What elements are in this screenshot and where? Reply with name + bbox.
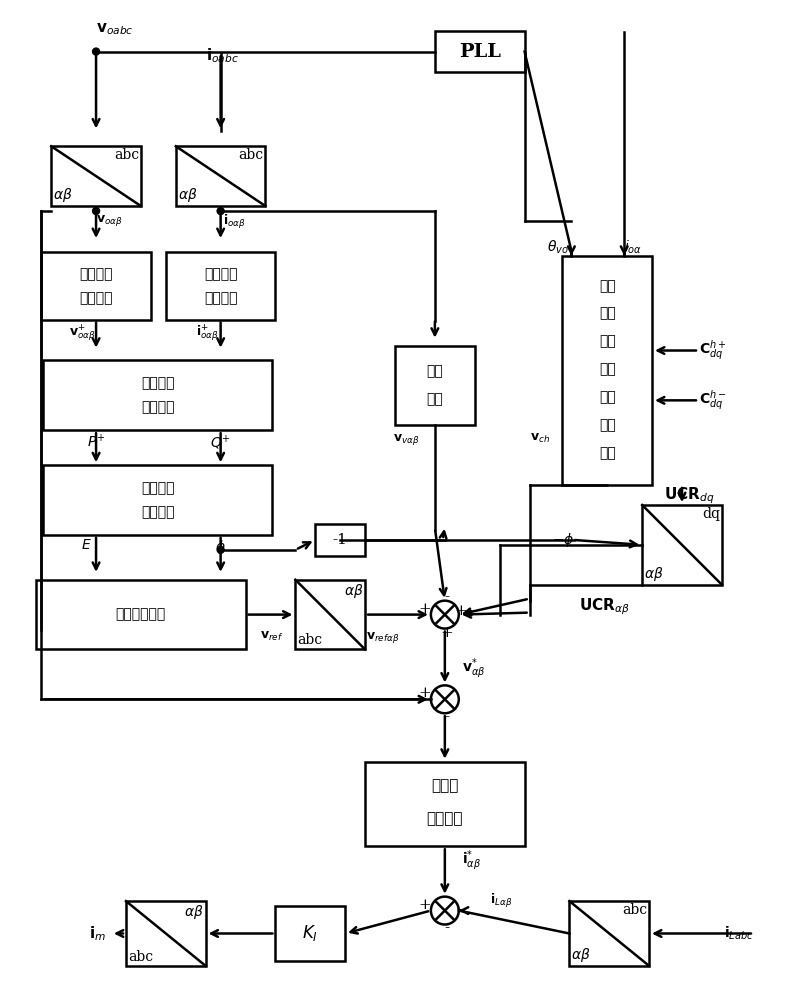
Text: -1: -1 [332, 533, 348, 547]
Circle shape [431, 685, 459, 713]
Text: $\mathbf{i}^{*}_{\alpha\beta}$: $\mathbf{i}^{*}_{\alpha\beta}$ [462, 849, 481, 873]
Text: $\mathbf{UCR}_{dq}$: $\mathbf{UCR}_{dq}$ [664, 485, 714, 506]
Text: 补偿: 补偿 [599, 390, 616, 404]
Text: $\mathbf{v}_{ref}$: $\mathbf{v}_{ref}$ [260, 630, 284, 643]
Text: 电压: 电压 [599, 418, 616, 432]
Text: 功率控制: 功率控制 [141, 505, 175, 519]
Circle shape [431, 897, 459, 925]
Circle shape [217, 208, 224, 214]
Text: PLL: PLL [459, 43, 501, 61]
Bar [316, 524, 365, 556]
Bar [36, 580, 245, 649]
Text: $\phi$: $\phi$ [215, 538, 226, 556]
Text: $\mathbf{v}^{+}_{o\alpha\beta}$: $\mathbf{v}^{+}_{o\alpha\beta}$ [70, 323, 96, 343]
Text: 特征: 特征 [599, 279, 616, 293]
Text: $\mathbf{i}_{oabc}$: $\mathbf{i}_{oabc}$ [205, 47, 239, 65]
Text: $\alpha\beta$: $\alpha\beta$ [54, 186, 73, 204]
Text: $\mathbf{v}_{oabc}$: $\mathbf{v}_{oabc}$ [96, 22, 133, 37]
Text: $\mathbf{i}_{Labc}$: $\mathbf{i}_{Labc}$ [724, 925, 753, 942]
Text: abc: abc [113, 148, 139, 162]
Circle shape [431, 601, 459, 629]
Text: 谐振控制: 谐振控制 [427, 812, 463, 826]
Text: 基波正序: 基波正序 [141, 376, 175, 390]
Text: $\mathbf{v}_{v\alpha\beta}$: $\mathbf{v}_{v\alpha\beta}$ [393, 432, 420, 447]
Text: $\mathbf{v}_{ref\alpha\beta}$: $\mathbf{v}_{ref\alpha\beta}$ [366, 630, 400, 645]
Text: $-\phi$: $-\phi$ [552, 531, 574, 549]
Text: $Q^{+}$: $Q^{+}$ [210, 433, 231, 452]
Text: +: + [419, 898, 431, 912]
Text: 波正: 波正 [599, 335, 616, 349]
Text: $\mathbf{v}_{o\alpha\beta}$: $\mathbf{v}_{o\alpha\beta}$ [96, 213, 123, 228]
Bar [562, 256, 652, 485]
Text: 准比例: 准比例 [431, 779, 459, 793]
Text: 计算: 计算 [599, 446, 616, 460]
Text: $\mathbf{i}^{+}_{o\alpha\beta}$: $\mathbf{i}^{+}_{o\alpha\beta}$ [196, 323, 219, 343]
Text: $P^{+}$: $P^{+}$ [87, 433, 105, 451]
Text: abc: abc [238, 148, 264, 162]
Text: -: - [444, 590, 449, 604]
Text: $\theta_{vo}$: $\theta_{vo}$ [547, 239, 568, 256]
Text: abc: abc [622, 903, 647, 917]
Bar [43, 360, 272, 430]
Text: +: + [455, 604, 467, 618]
Text: -: - [444, 922, 449, 936]
Text: 分量提取: 分量提取 [79, 291, 113, 305]
Text: 分量提取: 分量提取 [204, 291, 237, 305]
Text: $\alpha\beta$: $\alpha\beta$ [571, 946, 591, 964]
Text: $\mathbf{v}_{ch}$: $\mathbf{v}_{ch}$ [530, 432, 550, 445]
Bar [435, 31, 525, 72]
Text: 次谐: 次谐 [599, 307, 616, 321]
Text: $\alpha\beta$: $\alpha\beta$ [177, 186, 197, 204]
Text: $i_{o\alpha}$: $i_{o\alpha}$ [624, 239, 642, 256]
Text: $\mathbf{i}_{o\alpha\beta}$: $\mathbf{i}_{o\alpha\beta}$ [223, 213, 245, 231]
Bar [43, 465, 272, 535]
Text: $\alpha\beta$: $\alpha\beta$ [184, 903, 204, 921]
Bar [276, 906, 345, 961]
Text: +: + [419, 686, 431, 700]
Text: 虚拟: 虚拟 [427, 364, 443, 378]
Text: $\mathbf{i}_{m}$: $\mathbf{i}_{m}$ [89, 924, 106, 943]
Bar [570, 901, 649, 966]
Bar [126, 901, 205, 966]
Text: $K_I$: $K_I$ [302, 923, 318, 943]
Text: 阻抗: 阻抗 [427, 392, 443, 406]
Bar [176, 146, 265, 206]
Text: 负序: 负序 [599, 362, 616, 376]
Text: 基波正序: 基波正序 [204, 267, 237, 281]
Text: $\mathbf{C}^{h+}_{dq}$: $\mathbf{C}^{h+}_{dq}$ [699, 339, 726, 362]
Text: $E$: $E$ [81, 538, 91, 552]
Text: 参考电压合成: 参考电压合成 [116, 608, 166, 622]
Text: $\mathbf{C}^{h-}_{dq}$: $\mathbf{C}^{h-}_{dq}$ [699, 388, 726, 412]
Text: $\mathbf{UCR}_{\alpha\beta}$: $\mathbf{UCR}_{\alpha\beta}$ [579, 597, 630, 617]
Text: -: - [444, 710, 449, 724]
Text: 基波正序: 基波正序 [79, 267, 113, 281]
Circle shape [217, 546, 224, 553]
Text: $\mathbf{v}^{*}_{\alpha\beta}$: $\mathbf{v}^{*}_{\alpha\beta}$ [462, 657, 485, 681]
Bar [42, 252, 151, 320]
Text: $\mathbf{i}_{L\alpha\beta}$: $\mathbf{i}_{L\alpha\beta}$ [490, 892, 512, 910]
Text: dq: dq [702, 507, 720, 521]
Text: +: + [440, 626, 453, 640]
Text: $\alpha\beta$: $\alpha\beta$ [644, 565, 664, 583]
Circle shape [93, 208, 100, 214]
Circle shape [93, 48, 100, 55]
Text: abc: abc [297, 633, 323, 647]
Text: abc: abc [128, 950, 153, 964]
Bar [296, 580, 365, 649]
Text: $\alpha\beta$: $\alpha\beta$ [344, 582, 363, 600]
Bar [166, 252, 276, 320]
Bar [395, 346, 475, 425]
Bar [51, 146, 141, 206]
Text: 功率计算: 功率计算 [141, 400, 175, 414]
Text: 基波正序: 基波正序 [141, 481, 175, 495]
Bar [642, 505, 721, 585]
Bar [365, 762, 525, 846]
Text: +: + [419, 602, 431, 616]
